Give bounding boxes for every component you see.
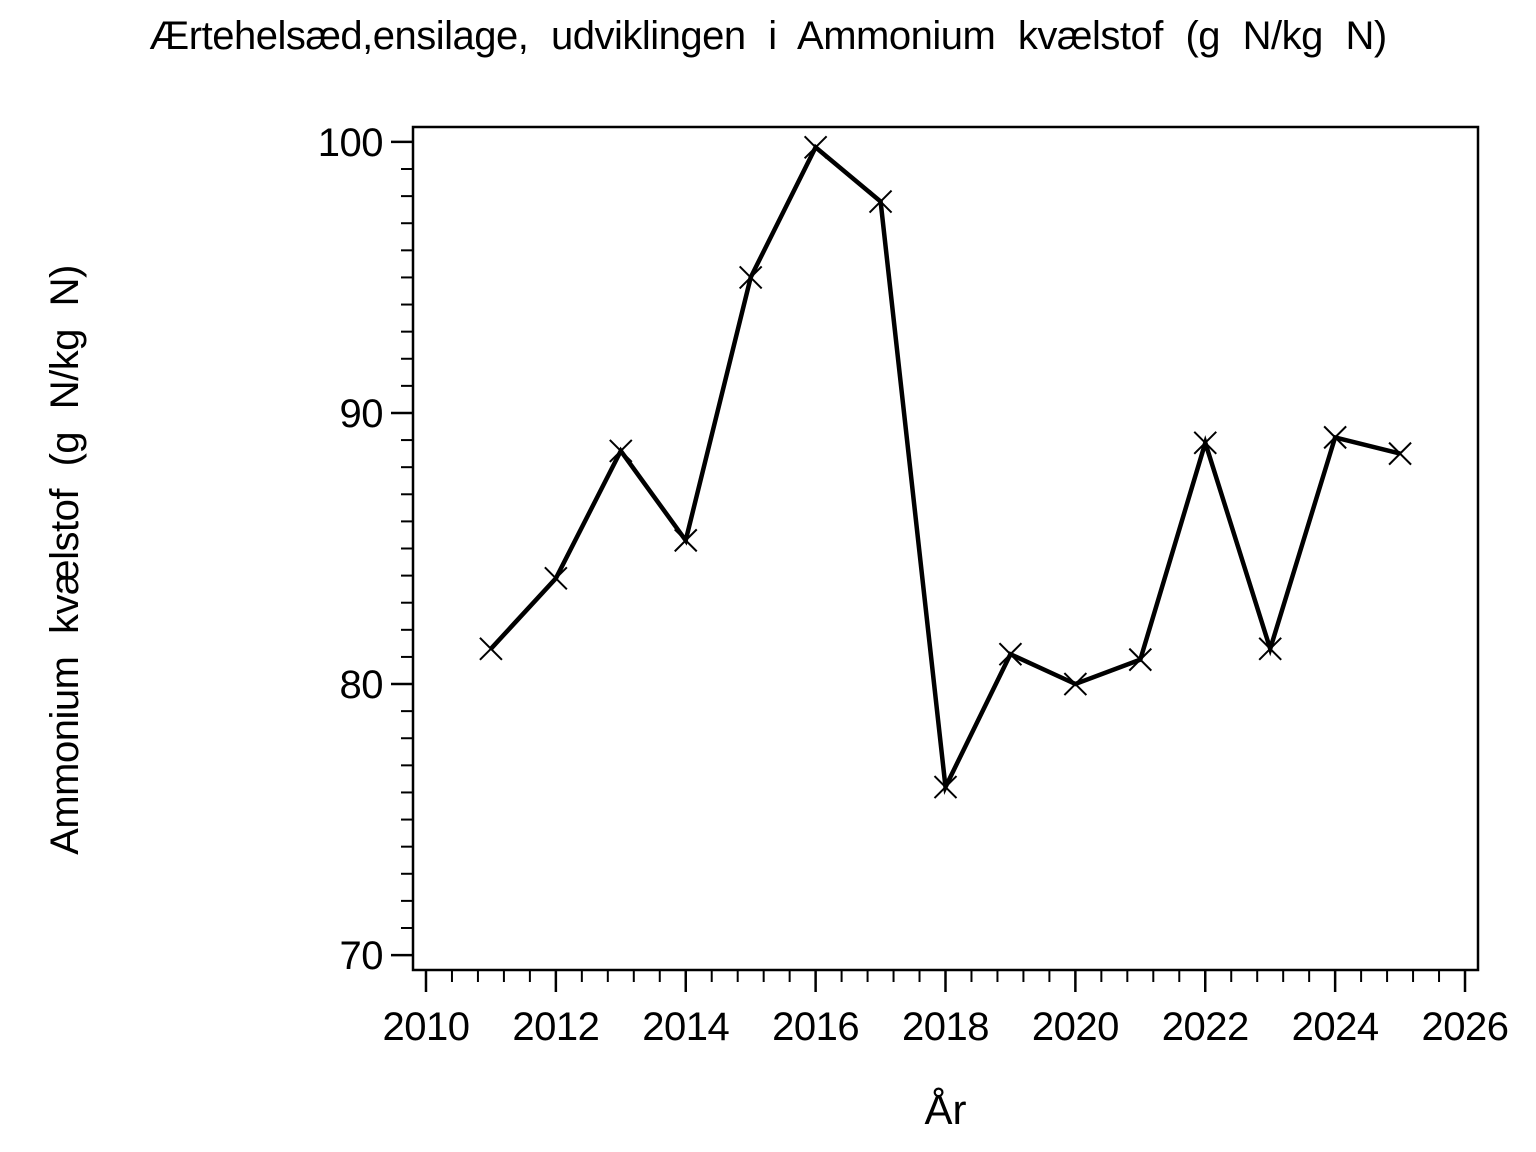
data-point-marker: [868, 189, 893, 214]
x-tick-label: 2018: [902, 1005, 989, 1049]
data-point-marker: [933, 775, 958, 799]
y-tick-label: 70: [340, 934, 384, 978]
data-point-marker: [544, 566, 568, 591]
x-tick-label: 2020: [1032, 1005, 1119, 1049]
data-point-marker: [1063, 672, 1088, 696]
data-point-marker: [998, 642, 1023, 666]
data-point-marker: [738, 265, 763, 290]
data-point-marker: [803, 135, 828, 160]
x-tick-label: 2026: [1422, 1005, 1509, 1049]
data-point-marker: [479, 637, 503, 661]
data-series-line: [489, 143, 1401, 795]
data-point-marker: [1323, 425, 1347, 450]
x-tick-label: 2014: [642, 1005, 729, 1049]
x-tick-label: 2022: [1162, 1005, 1249, 1049]
data-point-marker: [1128, 647, 1153, 672]
x-axis-title: År: [924, 1086, 967, 1133]
data-point-marker: [609, 439, 633, 463]
x-tick-label: 2012: [512, 1005, 599, 1049]
x-tick-label: 2016: [772, 1005, 859, 1049]
data-point-marker: [674, 528, 698, 553]
y-tick-label: 80: [340, 663, 384, 707]
y-tick-label: 100: [318, 121, 383, 165]
data-point-marker: [1388, 441, 1412, 466]
x-tick-label: 2010: [382, 1005, 469, 1049]
data-point-marker: [1193, 431, 1217, 455]
chart-title: Ærtehelsæd,ensilage, udviklingen i Ammon…: [149, 14, 1387, 58]
x-tick-label: 2024: [1292, 1005, 1379, 1049]
data-point-marker: [1258, 637, 1282, 661]
y-tick-label: 90: [340, 392, 384, 436]
